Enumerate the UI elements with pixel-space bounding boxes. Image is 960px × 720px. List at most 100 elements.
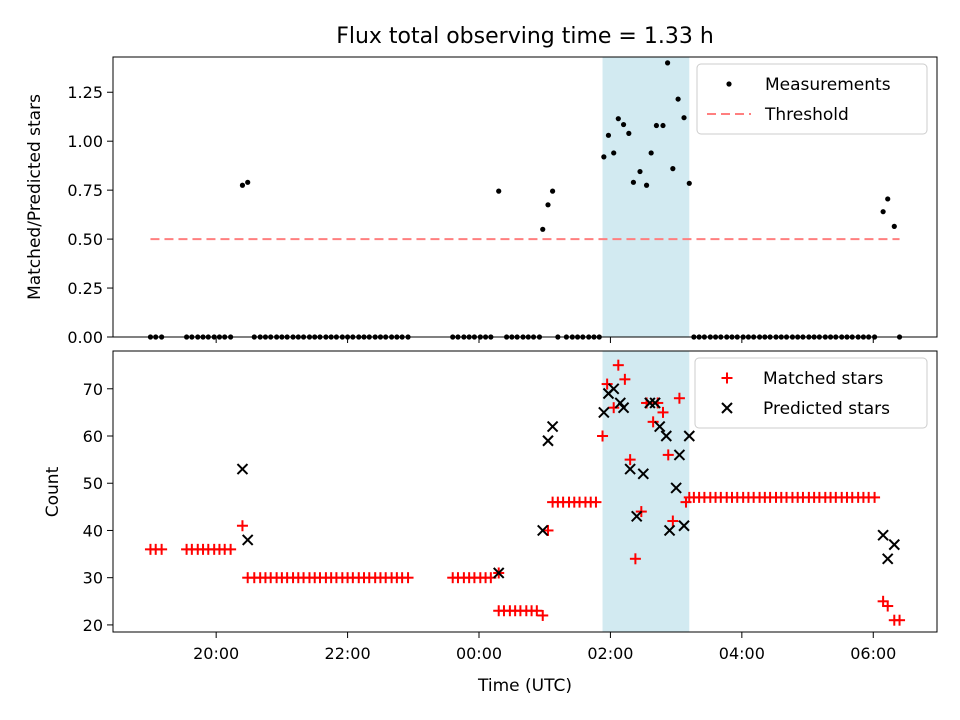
legend-x-b [721, 402, 733, 414]
x-b [608, 383, 620, 395]
bot-ytick-label: 50 [83, 474, 103, 493]
x-b [649, 397, 661, 409]
matched-star-point [657, 406, 669, 418]
top-panel-frame [112, 56, 938, 338]
measurement-point [643, 182, 650, 188]
measurement-point [648, 150, 654, 156]
x-b [637, 468, 649, 480]
top-shaded-region [602, 57, 690, 337]
x-b [882, 553, 894, 565]
x-b [678, 520, 690, 532]
matched-star-point [597, 430, 609, 442]
bottom-y-axis-label: Count [43, 466, 63, 517]
measurement-point [611, 150, 617, 156]
measurement-point [675, 96, 681, 102]
top-y-axis-label: Matched/Predicted stars [25, 94, 45, 300]
matched-star-point [236, 520, 248, 532]
measurement-point [637, 168, 643, 175]
matched-star-point [601, 378, 613, 390]
x-b [624, 463, 636, 475]
x-b [614, 397, 626, 409]
x-axis-label: Time (UTC) [477, 676, 572, 696]
bot-ytick-label: 40 [83, 521, 103, 540]
predicted-star-point [882, 553, 894, 565]
x-b [241, 534, 254, 546]
x-b [683, 430, 695, 442]
matched-star-point [667, 515, 679, 527]
x-b [673, 449, 686, 461]
top-ytick-label: 0.50 [67, 230, 103, 249]
predicted-star-point [637, 468, 649, 480]
bot-legend-box [694, 357, 928, 429]
matched-star-point [647, 416, 659, 428]
x-b [546, 420, 559, 433]
predicted-star-point [877, 529, 889, 541]
measurement-point [540, 226, 546, 232]
matched-star-point [608, 402, 620, 414]
predicted-star-point [678, 520, 690, 532]
matched-star-point [402, 572, 414, 584]
xtick-label: 04:00 [719, 644, 765, 663]
measurement-point [686, 180, 692, 186]
bottom-panel-frame [112, 350, 938, 633]
legend-entry-label: Predicted stars [763, 399, 890, 419]
matched-star-point [673, 392, 685, 404]
predicted-star-point [617, 401, 630, 414]
predicted-star-point [630, 510, 643, 523]
predicted-star-point [888, 538, 900, 551]
measurement-point [245, 179, 251, 185]
bot-ytick-label: 60 [83, 427, 103, 446]
predicted-star-point [663, 524, 676, 537]
measurement-point [630, 179, 637, 185]
measurement-point [601, 154, 607, 160]
x-b [493, 567, 505, 579]
measurement-point [605, 132, 612, 138]
matched-star-point [894, 614, 906, 626]
predicted-star-point [542, 435, 554, 447]
x-b [598, 406, 610, 419]
predicted-star-point [683, 430, 695, 442]
bottom-panel: 20 30 40 50 60 70 20:00 22:00 00:00 02:00 04:00 06… [43, 350, 938, 663]
predicted-star-point [673, 449, 686, 461]
matched-star-point [590, 496, 602, 508]
predicted-star-point [236, 463, 249, 475]
x-b [877, 529, 889, 541]
x-b [888, 538, 900, 551]
top-ytick-label: 1.00 [67, 132, 103, 151]
x-b [653, 420, 666, 433]
measurement-point [891, 223, 897, 229]
matched-star-point [882, 600, 894, 612]
legend-entry-label: Threshold [764, 105, 849, 125]
xtick-label: 22:00 [325, 644, 371, 663]
measurement-point [496, 188, 502, 194]
x-b [236, 463, 249, 475]
measurement-point [681, 115, 687, 121]
top-ytick-label: 1.25 [67, 83, 103, 102]
matched-star-point [869, 491, 881, 503]
xtick-label: 06:00 [850, 644, 896, 663]
top-ytick-label: 0.25 [67, 279, 103, 298]
matched-star-point [619, 373, 631, 385]
matched-star-point [542, 524, 554, 536]
predicted-star-point [241, 534, 254, 546]
predicted-star-point [670, 482, 682, 494]
matched-star-point [662, 449, 674, 461]
chart-title: Flux total observing time = 1.33 h [336, 24, 714, 49]
legend-dot-marker [726, 81, 732, 87]
matched-star-point [225, 543, 237, 555]
predicted-star-point [653, 420, 666, 433]
matched-star-point [624, 454, 636, 466]
matched-star-point [629, 553, 641, 565]
xtick-label: 02:00 [587, 644, 633, 663]
bot-ytick-label: 70 [83, 380, 103, 399]
measurement-point [880, 209, 886, 215]
legend-entry-label: Measurements [765, 75, 891, 95]
x-b [542, 435, 554, 447]
matched-star-point [156, 543, 168, 555]
predicted-star-point [660, 430, 672, 442]
top-panel: 0.00 0.25 0.50 0.75 1.00 1.25 Matched/Predict… [25, 56, 938, 347]
bot-shaded-region [602, 351, 690, 632]
predicted-star-point [649, 397, 661, 409]
bot-ytick-label: 20 [83, 616, 103, 635]
measurement-point [545, 202, 551, 208]
